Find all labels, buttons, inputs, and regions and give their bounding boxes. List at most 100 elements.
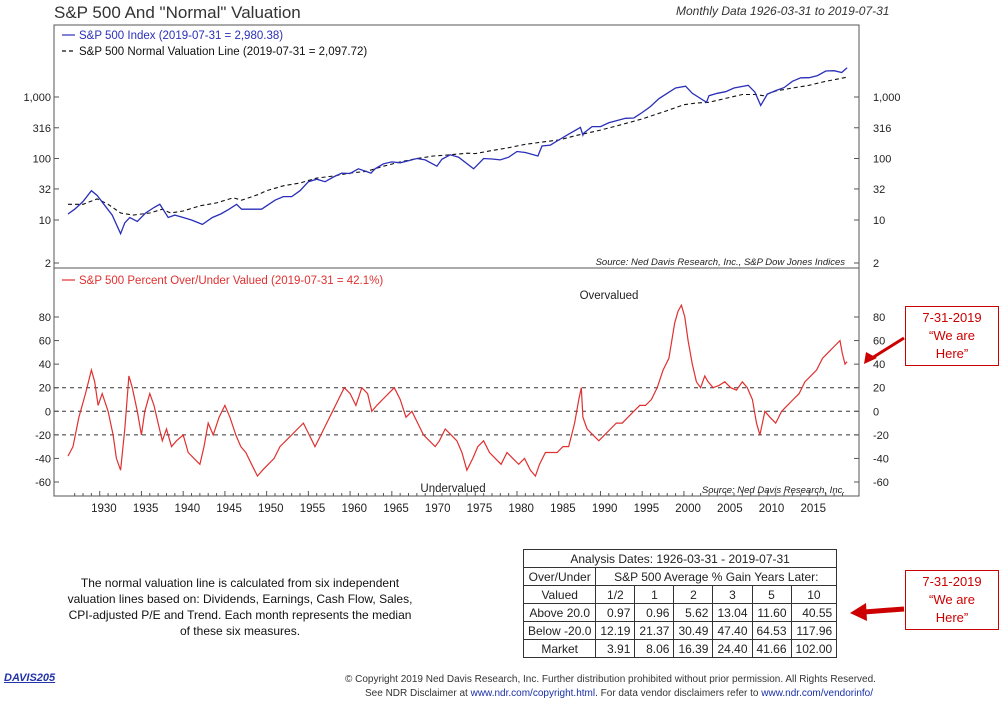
y-tick-label-right: 32 — [873, 184, 885, 196]
callout-arrowhead-top — [864, 352, 877, 364]
y-tick-label-right: 10 — [873, 215, 885, 227]
table-cell: 64.53 — [751, 621, 792, 640]
y-tick-label-left: 316 — [33, 123, 51, 135]
x-tick-label: 1980 — [508, 503, 534, 515]
y-tick-label-left: 1,000 — [23, 92, 51, 104]
y-tick-label-left: 60 — [39, 336, 51, 348]
y-tick-label-left: 40 — [39, 359, 51, 371]
table-row: Below -20.0 12.19 21.37 30.49 47.40 64.5… — [522, 621, 838, 640]
x-tick-label: 2010 — [759, 503, 785, 515]
y-tick-label-left: 2 — [45, 258, 51, 270]
callout-we-are-here-chart: 7-31-2019 “We are Here” — [905, 306, 999, 366]
x-tick-label: 1940 — [175, 503, 201, 515]
y-tick-label-right: 0 — [873, 406, 879, 418]
x-tick-label: 1990 — [592, 503, 618, 515]
table-col-header: 1 — [634, 585, 675, 604]
x-tick-label: 2005 — [717, 503, 743, 515]
callout-line: “We are — [929, 592, 975, 607]
y-tick-label-left: 100 — [33, 154, 51, 166]
table-cell: 30.49 — [673, 621, 714, 640]
x-tick-label: 1935 — [133, 503, 159, 515]
disclaimer-mid: . For data vendor disclaimers refer to — [595, 688, 762, 699]
table-cell: 5.62 — [673, 603, 714, 622]
table-cell: 102.00 — [790, 639, 838, 658]
table-cell: 24.40 — [712, 639, 753, 658]
table-cell: 41.66 — [751, 639, 792, 658]
legend-label-normal: S&P 500 Normal Valuation Line (2019-07-3… — [79, 46, 367, 58]
y-tick-label-right: 316 — [873, 123, 891, 135]
sp500-index-line — [67, 67, 848, 236]
percent-over-under-line — [67, 303, 848, 478]
copyright-text: © Copyright 2019 Ned Davis Research, Inc… — [345, 674, 876, 685]
y-tick-label-left: 10 — [39, 215, 51, 227]
y-tick-label-right: 2 — [873, 258, 879, 270]
table-cell: 117.96 — [790, 621, 838, 640]
x-tick-label: 1960 — [341, 503, 367, 515]
callout-date: 7-31-2019 — [922, 574, 982, 589]
x-tick-label: 1995 — [634, 503, 660, 515]
callout-arrow-table — [863, 606, 905, 615]
table-cell: 13.04 — [712, 603, 753, 622]
callout-line: Here” — [935, 610, 969, 625]
y-tick-label-right: 40 — [873, 359, 885, 371]
date-range: Monthly Data 1926-03-31 to 2019-07-31 — [676, 4, 890, 18]
undervalued-label: Undervalued — [420, 483, 485, 495]
table-col-header: 1/2 — [595, 585, 636, 604]
table-cell: 0.97 — [595, 603, 636, 622]
callout-we-are-here-table: 7-31-2019 “We are Here” — [905, 570, 999, 630]
y-tick-label-right: 20 — [873, 383, 885, 395]
table-col-header: 2 — [673, 585, 714, 604]
x-tick-label: 1950 — [258, 503, 284, 515]
y-tick-label-left: -20 — [35, 430, 51, 442]
y-tick-label-left: 32 — [39, 184, 51, 196]
x-tick-label: 1985 — [550, 503, 576, 515]
table-caption: Analysis Dates: 1926-03-31 - 2019-07-31 — [522, 549, 838, 568]
y-tick-label-right: 1,000 — [873, 92, 901, 104]
table-row-label: Below -20.0 — [522, 621, 597, 640]
table-cell: 47.40 — [712, 621, 753, 640]
legend-label-valuation: S&P 500 Percent Over/Under Valued (2019-… — [79, 275, 383, 287]
y-tick-label-right: 60 — [873, 336, 885, 348]
table-cell: 12.19 — [595, 621, 636, 640]
callout-line: Here” — [935, 346, 969, 361]
x-tick-label: 1970 — [425, 503, 451, 515]
x-tick-label: 1965 — [383, 503, 409, 515]
legend-label-index: S&P 500 Index (2019-07-31 = 2,980.38) — [79, 30, 283, 42]
table-row-label: Market — [522, 639, 597, 658]
table-cell: 3.91 — [595, 639, 636, 658]
bottom-source-label: Source: Ned Davis Research, Inc. — [702, 485, 845, 496]
table-header-valued: Valued — [522, 585, 597, 604]
y-tick-label-right: 80 — [873, 312, 885, 324]
x-tick-label: 1955 — [300, 503, 326, 515]
disclaimer-text: See NDR Disclaimer at www.ndr.com/copyri… — [365, 688, 873, 699]
table-group-header: S&P 500 Average % Gain Years Later: — [595, 567, 838, 586]
table-col-header: 10 — [790, 585, 838, 604]
table-cell: 40.55 — [790, 603, 838, 622]
callout-arrow-top — [871, 336, 905, 360]
vendorinfo-link[interactable]: www.ndr.com/vendorinfo/ — [761, 688, 873, 699]
y-tick-label-right: -20 — [873, 430, 889, 442]
normal-valuation-line — [68, 76, 848, 216]
y-tick-label-left: -60 — [35, 477, 51, 489]
copyright-link[interactable]: www.ndr.com/copyright.html — [470, 688, 596, 699]
page-title: S&P 500 And "Normal" Valuation — [54, 3, 301, 22]
y-tick-label-right: -40 — [873, 453, 889, 465]
x-tick-label: 2000 — [675, 503, 701, 515]
performance-table: Analysis Dates: 1926-03-31 - 2019-07-31 … — [522, 549, 838, 658]
disclaimer-prefix: See NDR Disclaimer at — [365, 688, 471, 699]
table-row: Market 3.91 8.06 16.39 24.40 41.66 102.0… — [522, 639, 838, 658]
table-cell: 16.39 — [673, 639, 714, 658]
table-cell: 21.37 — [634, 621, 675, 640]
x-tick-label: 2015 — [800, 503, 826, 515]
y-tick-label-left: 20 — [39, 383, 51, 395]
y-tick-label-right: -60 — [873, 477, 889, 489]
table-cell: 0.96 — [634, 603, 675, 622]
table-row-label: Above 20.0 — [522, 603, 597, 622]
table-col-header: 3 — [712, 585, 753, 604]
y-tick-label-left: 0 — [45, 406, 51, 418]
callout-date: 7-31-2019 — [922, 310, 982, 325]
table-cell: 11.60 — [751, 603, 792, 622]
chart-code[interactable]: DAVIS205 — [4, 672, 56, 684]
